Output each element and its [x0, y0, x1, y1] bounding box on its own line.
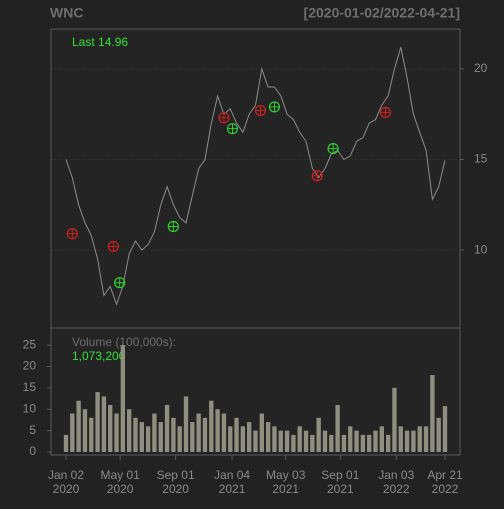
- signal-marker: [379, 106, 392, 118]
- volume-bar: [209, 400, 214, 452]
- volume-bar: [114, 413, 119, 452]
- x-tick-label: Sep 01 2020: [157, 468, 195, 496]
- volume-bar: [430, 375, 435, 452]
- volume-bar: [234, 417, 239, 452]
- volume-bar: [341, 434, 347, 452]
- volume-bar: [398, 426, 403, 452]
- volume-bar: [423, 426, 429, 452]
- volume-bar: [259, 413, 264, 452]
- x-tick-label: Jan 02 2020: [48, 468, 84, 496]
- y-tick-label: 10: [23, 401, 37, 415]
- volume-bar: [253, 430, 258, 452]
- volume-bar: [322, 430, 328, 452]
- chart-title: WNC: [50, 5, 83, 21]
- volume-bar: [240, 426, 246, 452]
- volume-bar: [120, 345, 126, 452]
- volume-bar: [89, 417, 94, 452]
- volume-bar: [133, 417, 138, 452]
- price-panel: [50, 28, 461, 329]
- date-range: [2020-01-02/2022-04-21]: [304, 5, 460, 21]
- y-tick-label: 20: [23, 359, 37, 373]
- volume-bar: [385, 434, 391, 452]
- signal-marker: [311, 170, 323, 182]
- signal-marker: [254, 104, 267, 117]
- volume-bar: [335, 404, 340, 452]
- volume-bar: [215, 409, 220, 452]
- volume-bar: [152, 413, 157, 452]
- volume-bar: [139, 422, 144, 452]
- signal-marker: [114, 277, 126, 289]
- y-tick-label: 10: [474, 242, 488, 256]
- volume-bar: [247, 422, 252, 452]
- volume-bar: [177, 426, 182, 452]
- volume-bar: [297, 426, 302, 452]
- volume-bar: [63, 434, 69, 452]
- y-tick-label: 0: [29, 444, 36, 458]
- volume-bar: [272, 426, 277, 452]
- volume-label: Volume (100,000s):: [72, 335, 176, 349]
- y-tick-label: 15: [474, 152, 488, 166]
- last-price: Last 14.96: [72, 35, 128, 49]
- volume-bar: [145, 426, 151, 452]
- y-tick-label: 25: [23, 337, 37, 351]
- volume-bar: [196, 413, 201, 452]
- volume-bar: [202, 417, 208, 452]
- volume-bar: [95, 392, 100, 452]
- x-tick-label: Apr 21 2022: [427, 468, 463, 496]
- volume-bar: [379, 426, 385, 452]
- volume-bar: [126, 409, 132, 452]
- volume-bar: [392, 387, 397, 452]
- signal-marker: [107, 240, 119, 253]
- y-tick-label: 20: [474, 61, 488, 75]
- x-tick-label: Jan 04 2021: [214, 468, 250, 496]
- volume-bar: [158, 422, 163, 452]
- x-tick-label: May 01 2020: [100, 468, 140, 496]
- x-tick-label: May 03 2021: [266, 468, 306, 496]
- volume-bar: [76, 400, 81, 452]
- volume-bar: [183, 396, 189, 452]
- volume-bar: [373, 430, 378, 452]
- volume-bar: [265, 422, 271, 452]
- volume-bar: [221, 413, 227, 452]
- x-tick-label: Jan 03 2022: [378, 468, 414, 496]
- signal-marker: [327, 143, 339, 155]
- volume-bar: [316, 417, 321, 452]
- volume-bar: [291, 434, 296, 452]
- volume-bar: [171, 417, 176, 452]
- signal-marker: [226, 123, 239, 135]
- volume-bar: [417, 426, 422, 452]
- volume-bar: [303, 430, 309, 452]
- volume-bar: [404, 430, 410, 452]
- volume-bar: [101, 396, 107, 452]
- volume-bar: [436, 417, 441, 452]
- signal-marker: [167, 220, 179, 233]
- signal-marker: [218, 112, 230, 124]
- volume-bar: [329, 434, 334, 452]
- volume-last: 1,073,200: [72, 349, 126, 363]
- volume-bar: [284, 430, 290, 452]
- volume-bar: [442, 406, 448, 452]
- volume-bar: [411, 430, 416, 452]
- volume-bar: [190, 422, 195, 452]
- y-tick-label: 15: [23, 380, 37, 394]
- volume-bar: [310, 434, 315, 452]
- volume-bar: [348, 426, 353, 452]
- price-line: [65, 46, 446, 306]
- signal-marker: [268, 101, 281, 113]
- volume-bar: [354, 430, 359, 452]
- volume-bar: [164, 404, 170, 452]
- volume-bar: [360, 434, 366, 452]
- volume-bar: [228, 426, 233, 452]
- volume-bar: [70, 413, 75, 452]
- volume-bar: [82, 409, 88, 452]
- volume-bar: [108, 404, 113, 452]
- volume-bar: [367, 434, 372, 452]
- signal-marker: [66, 228, 78, 240]
- x-tick-label: Sep 01 2021: [321, 468, 359, 496]
- volume-bar: [278, 430, 283, 452]
- y-tick-label: 5: [29, 423, 36, 437]
